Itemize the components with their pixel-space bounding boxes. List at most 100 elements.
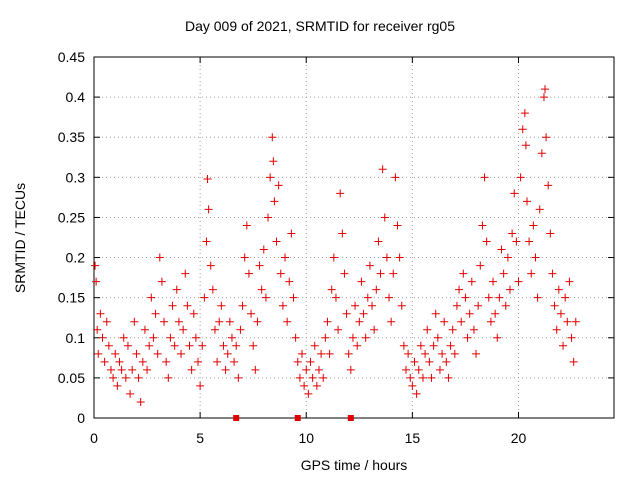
data-point bbox=[189, 309, 198, 318]
data-point bbox=[166, 333, 175, 342]
data-point bbox=[372, 285, 381, 294]
data-point bbox=[227, 333, 236, 342]
y-tick-label: 0.45 bbox=[58, 49, 85, 65]
y-tick-label: 0 bbox=[77, 410, 85, 426]
data-point bbox=[435, 365, 444, 374]
data-point bbox=[145, 341, 154, 350]
data-point bbox=[302, 365, 311, 374]
zero-marker bbox=[294, 415, 301, 421]
data-point bbox=[516, 173, 525, 182]
data-point bbox=[469, 325, 478, 334]
y-axis-label: SRMTID / TECUs bbox=[12, 182, 28, 294]
data-point bbox=[264, 213, 273, 222]
data-point bbox=[348, 333, 357, 342]
data-point bbox=[266, 173, 275, 182]
data-point bbox=[219, 341, 228, 350]
data-point bbox=[98, 333, 107, 342]
data-point bbox=[285, 277, 294, 286]
data-point bbox=[474, 301, 483, 310]
data-point bbox=[102, 317, 111, 326]
x-tick-label: 0 bbox=[90, 430, 98, 446]
data-point bbox=[225, 317, 234, 326]
data-point bbox=[520, 109, 529, 118]
data-point bbox=[416, 341, 425, 350]
data-point bbox=[119, 333, 128, 342]
data-point bbox=[272, 237, 281, 246]
data-point bbox=[542, 133, 551, 142]
data-point bbox=[546, 229, 555, 238]
data-point bbox=[123, 341, 132, 350]
data-point bbox=[361, 333, 370, 342]
data-point bbox=[281, 253, 290, 262]
data-point bbox=[196, 381, 205, 390]
data-point bbox=[438, 349, 447, 358]
data-point bbox=[317, 349, 326, 358]
data-point bbox=[535, 205, 544, 214]
data-point bbox=[128, 365, 137, 374]
data-point bbox=[276, 269, 285, 278]
data-point bbox=[310, 341, 319, 350]
data-point bbox=[287, 229, 296, 238]
plot-border bbox=[93, 56, 615, 419]
data-point bbox=[143, 365, 152, 374]
data-point bbox=[93, 325, 102, 334]
data-point bbox=[395, 253, 404, 262]
data-point bbox=[177, 349, 186, 358]
data-point bbox=[210, 325, 219, 334]
data-point bbox=[319, 373, 328, 382]
data-point bbox=[314, 365, 323, 374]
y-tick-label: 0.05 bbox=[58, 370, 85, 386]
data-point bbox=[450, 349, 459, 358]
data-point bbox=[357, 277, 366, 286]
data-point bbox=[571, 317, 580, 326]
data-point bbox=[399, 341, 408, 350]
y-tick-label: 0.3 bbox=[66, 169, 86, 185]
data-point bbox=[253, 317, 262, 326]
data-point bbox=[512, 237, 521, 246]
data-point bbox=[495, 293, 504, 302]
data-point bbox=[346, 365, 355, 374]
data-point bbox=[336, 189, 345, 198]
data-point bbox=[100, 357, 109, 366]
data-point bbox=[221, 365, 230, 374]
data-point bbox=[446, 341, 455, 350]
data-point bbox=[351, 301, 360, 310]
data-point bbox=[236, 325, 245, 334]
data-point bbox=[489, 277, 498, 286]
data-point bbox=[151, 309, 160, 318]
data-point bbox=[459, 269, 468, 278]
data-point bbox=[113, 381, 122, 390]
data-point bbox=[181, 269, 190, 278]
data-point bbox=[378, 165, 387, 174]
data-point bbox=[344, 349, 353, 358]
data-point bbox=[493, 333, 502, 342]
data-point bbox=[418, 373, 427, 382]
data-point bbox=[472, 349, 481, 358]
data-point bbox=[183, 301, 192, 310]
data-point bbox=[433, 333, 442, 342]
data-point bbox=[525, 237, 534, 246]
data-point bbox=[204, 205, 213, 214]
data-point bbox=[368, 301, 377, 310]
data-point bbox=[147, 293, 156, 302]
data-point bbox=[255, 261, 264, 270]
data-point bbox=[514, 277, 523, 286]
y-tick-label: 0.1 bbox=[66, 330, 86, 346]
data-point bbox=[414, 365, 423, 374]
data-point bbox=[104, 341, 113, 350]
data-point bbox=[421, 349, 430, 358]
data-point bbox=[363, 293, 372, 302]
data-point bbox=[408, 381, 417, 390]
data-point bbox=[353, 341, 362, 350]
data-point bbox=[544, 181, 553, 190]
data-point bbox=[554, 285, 563, 294]
data-point bbox=[213, 357, 222, 366]
data-point bbox=[374, 237, 383, 246]
data-point bbox=[531, 253, 540, 262]
data-point bbox=[497, 245, 506, 254]
data-point bbox=[365, 261, 374, 270]
data-point bbox=[334, 325, 343, 334]
data-point bbox=[569, 357, 578, 366]
data-point bbox=[529, 221, 538, 230]
data-point bbox=[278, 301, 287, 310]
